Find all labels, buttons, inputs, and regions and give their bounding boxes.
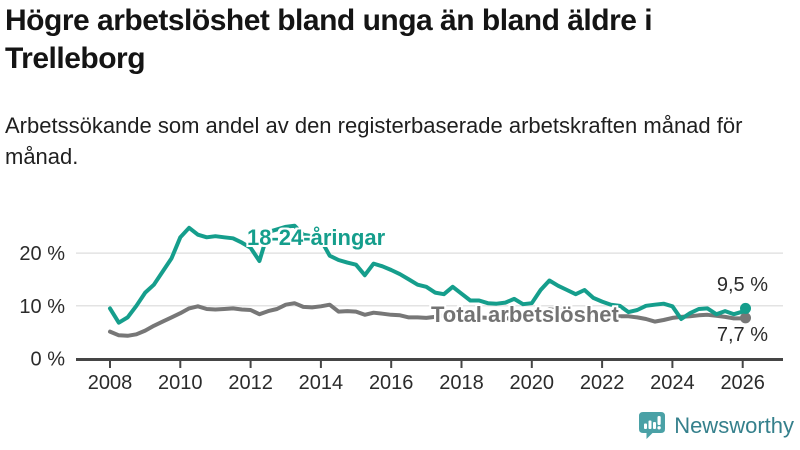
end-value-label-total: 7,7 % [716, 324, 768, 346]
end-value-label-young: 9,5 % [716, 274, 768, 296]
x-tick-label: 2014 [299, 372, 344, 394]
x-tick-label: 2022 [580, 372, 625, 394]
newsworthy-logo[interactable]: Newsworthy [638, 411, 794, 440]
series-line-total [108, 301, 748, 338]
x-tick-label: 2016 [369, 372, 414, 394]
series-line-young [108, 223, 748, 325]
page-subtitle: Arbetssökande som andel av den registerb… [5, 113, 743, 169]
end-dot-young [740, 302, 752, 314]
x-tick-label: 2024 [650, 372, 695, 394]
series-label-young: 18-24-åringar [247, 225, 386, 250]
x-tick-label: 2020 [510, 372, 555, 394]
series-label-total: Total arbetslöshet [431, 302, 619, 327]
y-tick-label: 20 % [19, 243, 65, 265]
y-tick-label: 0 % [31, 349, 66, 371]
y-tick-label: 10 % [19, 296, 65, 318]
end-dot-total [740, 312, 752, 324]
x-tick-label: 2012 [228, 372, 273, 394]
x-tick-label: 2018 [439, 372, 484, 394]
x-tick-label: 2026 [720, 372, 765, 394]
x-tick-label: 2010 [158, 372, 203, 394]
bar-chart-speech-bubble-icon [638, 411, 666, 440]
x-tick-label: 2008 [88, 372, 133, 394]
page-title: Högre arbetslöshet bland unga än bland ä… [5, 4, 653, 75]
brand-name: Newsworthy [674, 412, 794, 438]
